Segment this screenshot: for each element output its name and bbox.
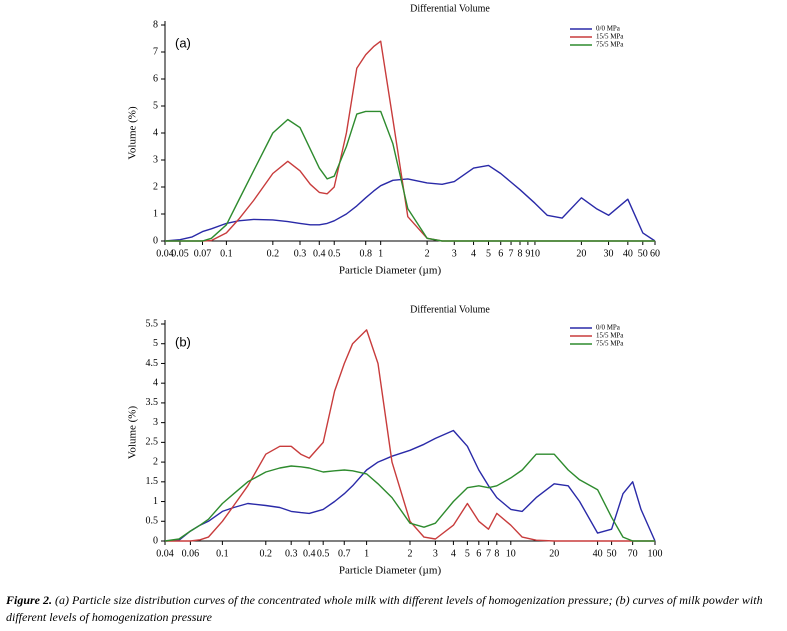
- y-tick-label: 6: [153, 73, 158, 84]
- x-tick-label: 20: [549, 548, 559, 559]
- x-tick-label: 8: [494, 548, 499, 559]
- x-tick-label: 0.06: [182, 548, 200, 559]
- x-tick-label: 6: [476, 548, 481, 559]
- x-tick-label: 5: [486, 248, 491, 259]
- chart-title: Differential Volume: [410, 304, 490, 315]
- y-tick-label: 8: [153, 19, 158, 30]
- series-line: [164, 429, 656, 542]
- x-tick-label: 30: [604, 248, 614, 259]
- y-tick-label: 0: [153, 235, 158, 246]
- x-tick-label: 0.3: [294, 248, 307, 259]
- y-tick-label: 5.5: [146, 318, 159, 329]
- y-axis-label: Volume (%): [127, 106, 139, 160]
- y-tick-label: 0.5: [146, 516, 159, 527]
- x-tick-label: 2: [408, 548, 413, 559]
- legend-label: 0/0 MPa: [596, 324, 621, 332]
- panel-label: (b): [175, 334, 191, 349]
- x-tick-label: 0.05: [171, 248, 189, 259]
- x-tick-label: 0.1: [216, 548, 229, 559]
- y-tick-label: 4: [153, 127, 158, 138]
- y-tick-label: 5: [153, 100, 158, 111]
- y-tick-label: 3: [153, 154, 158, 165]
- x-tick-label: 20: [576, 248, 586, 259]
- x-tick-label: 0.04: [156, 548, 174, 559]
- x-tick-label: 8: [517, 248, 522, 259]
- caption-label: Figure 2.: [6, 593, 53, 607]
- x-tick-label: 0.5: [328, 248, 341, 259]
- x-tick-label: 40: [623, 248, 633, 259]
- x-tick-label: 0.4: [313, 248, 326, 259]
- x-tick-label: 7: [509, 248, 514, 259]
- y-tick-label: 3: [153, 417, 158, 428]
- x-tick-label: 3: [433, 548, 438, 559]
- legend-label: 0/0 MPa: [596, 25, 621, 33]
- x-tick-label: 4: [471, 248, 476, 259]
- x-tick-label: 50: [638, 248, 648, 259]
- x-tick-label: 6: [498, 248, 503, 259]
- y-tick-label: 4.5: [146, 358, 159, 369]
- x-tick-label: 4: [451, 548, 456, 559]
- x-tick-label: 0.3: [285, 548, 298, 559]
- y-tick-label: 7: [153, 46, 158, 57]
- x-tick-label: 0.2: [260, 548, 273, 559]
- x-tick-label: 7: [486, 548, 491, 559]
- x-tick-label: 0.4: [303, 548, 316, 559]
- x-tick-label: 100: [648, 548, 663, 559]
- y-tick-label: 4: [153, 377, 158, 388]
- x-tick-label: 50: [607, 548, 617, 559]
- x-tick-label: 2: [425, 248, 430, 259]
- y-tick-label: 2: [153, 181, 158, 192]
- charts: Differential Volume (a) Particle Diameter …: [127, 3, 663, 577]
- x-tick-label: 1: [378, 248, 383, 259]
- x-axis-label: Particle Diameter (µm): [339, 565, 442, 577]
- x-axis-label: Particle Diameter (µm): [339, 265, 442, 277]
- y-tick-label: 1: [153, 208, 158, 219]
- legend-label: 75/5 MPa: [596, 41, 624, 49]
- legend-label: 15/5 MPa: [596, 332, 624, 340]
- x-tick-label: 0.7: [338, 548, 351, 559]
- y-tick-label: 3.5: [146, 397, 159, 408]
- series-line: [164, 164, 656, 242]
- series-line: [164, 453, 655, 542]
- x-tick-label: 5: [465, 548, 470, 559]
- legend-label: 75/5 MPa: [596, 340, 624, 348]
- x-tick-label: 10: [506, 548, 516, 559]
- caption-text: (a) Particle size distribution curves of…: [6, 593, 763, 624]
- legend-label: 15/5 MPa: [596, 33, 624, 41]
- caption: Figure 2. (a) Particle size distribution…: [6, 592, 781, 626]
- x-tick-label: 0.8: [359, 248, 372, 259]
- x-tick-label: 3: [452, 248, 457, 259]
- x-tick-label: 1: [364, 548, 369, 559]
- y-tick-label: 2.5: [146, 437, 159, 448]
- y-tick-label: 1: [153, 496, 158, 507]
- x-tick-label: 40: [593, 548, 603, 559]
- x-tick-label: 0.1: [220, 248, 233, 259]
- x-tick-label: 0.5: [317, 548, 330, 559]
- chart-title: Differential Volume: [410, 3, 490, 14]
- x-tick-label: 10: [530, 248, 540, 259]
- y-tick-label: 5: [153, 338, 158, 349]
- series-line: [165, 329, 655, 542]
- x-tick-label: 9: [525, 248, 530, 259]
- x-tick-label: 60: [650, 248, 660, 259]
- x-tick-label: 0.04: [156, 248, 174, 259]
- panel-label: (a): [175, 35, 191, 50]
- x-tick-label: 0.2: [267, 248, 280, 259]
- y-tick-label: 0: [153, 535, 158, 546]
- y-tick-label: 2: [153, 456, 158, 467]
- series-line: [165, 110, 655, 242]
- y-axis-label: Volume (%): [127, 406, 139, 460]
- y-tick-label: 1.5: [146, 476, 159, 487]
- x-tick-label: 0.07: [194, 248, 212, 259]
- x-tick-label: 70: [628, 548, 638, 559]
